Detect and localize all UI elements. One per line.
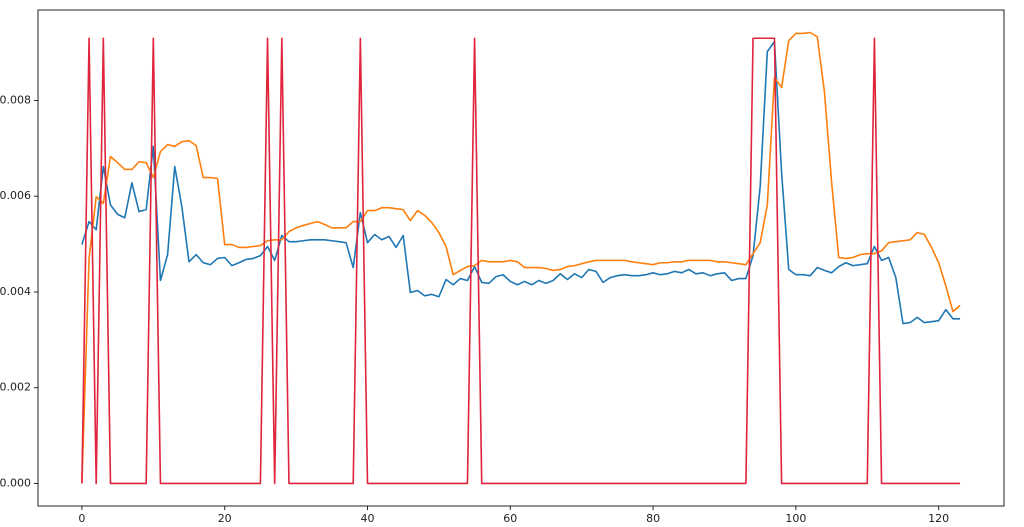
- data-line: [81, 37, 961, 485]
- x-tick-label: 60: [503, 512, 517, 525]
- data-line: [81, 40, 961, 325]
- plot-frame: [37, 9, 1005, 507]
- y-tick-label: 0.002: [0, 381, 31, 394]
- data-line: [81, 31, 961, 484]
- x-tick-label: 0: [78, 512, 85, 525]
- y-tick-label: 0.000: [0, 476, 31, 489]
- x-tick-label: 100: [785, 512, 806, 525]
- y-tick-label: 0.006: [0, 189, 31, 202]
- x-tick-label: 80: [646, 512, 660, 525]
- x-tick-label: 40: [360, 512, 374, 525]
- x-tick-label: 20: [218, 512, 232, 525]
- y-tick-label: 0.008: [0, 93, 31, 106]
- x-tick-label: 120: [928, 512, 949, 525]
- y-tick-label: 0.004: [0, 285, 31, 298]
